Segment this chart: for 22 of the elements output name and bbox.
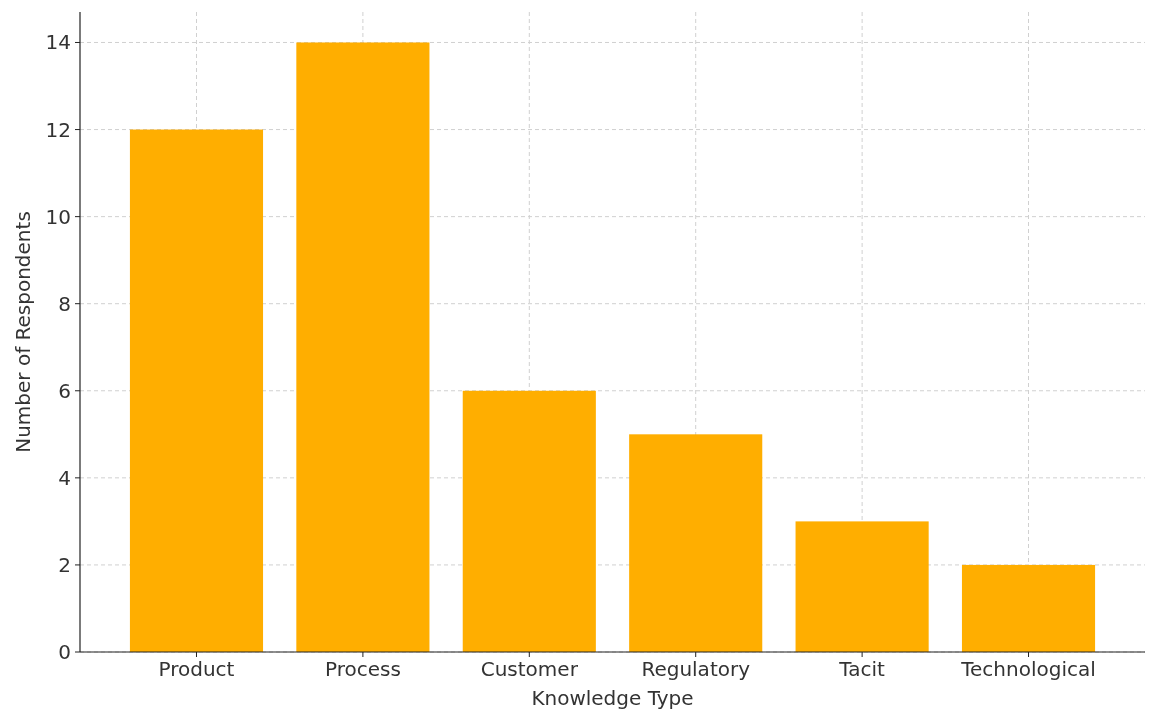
y-tick-label: 4 [58, 465, 71, 490]
y-tick-label: 10 [45, 204, 71, 229]
bar [961, 564, 1096, 652]
y-tick-label: 0 [58, 640, 71, 664]
y-axis-title: Number of Respondents [11, 211, 35, 453]
bar [795, 521, 929, 652]
bar [296, 42, 430, 652]
y-tick-label: 12 [45, 117, 71, 142]
x-tick-label: Technological [960, 657, 1096, 681]
y-tick-label: 8 [58, 291, 71, 316]
x-tick-label: Tacit [838, 657, 886, 681]
x-tick-label: Customer [480, 657, 579, 681]
x-tick-label: Product [158, 657, 235, 681]
bar [629, 434, 763, 652]
x-axis-title: Knowledge Type [531, 686, 694, 710]
bar [129, 129, 264, 652]
y-tick-label: 14 [45, 30, 71, 55]
bar [462, 390, 596, 652]
y-tick-label: 2 [58, 552, 71, 577]
x-tick-label: Process [324, 657, 401, 681]
y-tick-label: 6 [58, 378, 71, 403]
x-tick-label: Regulatory [641, 657, 751, 681]
